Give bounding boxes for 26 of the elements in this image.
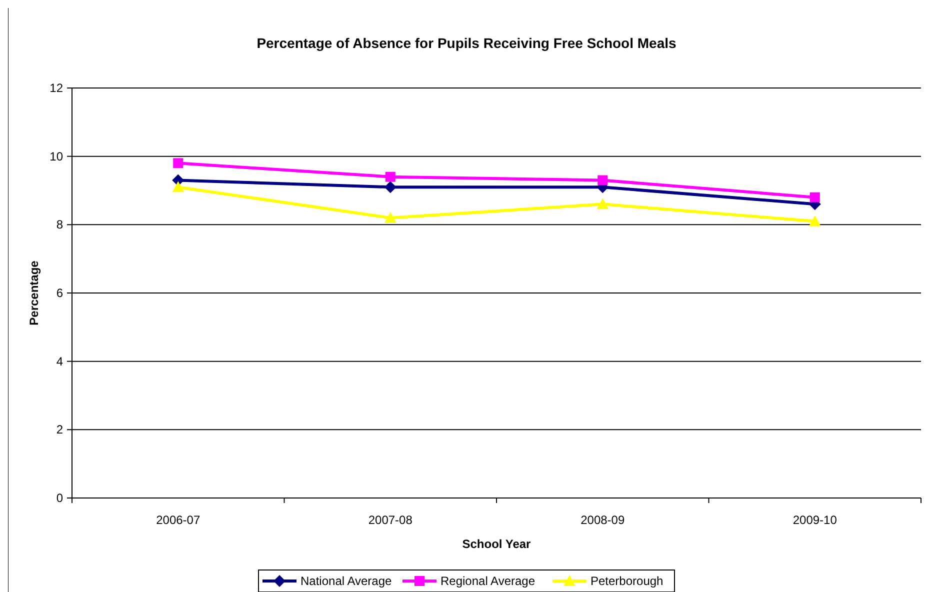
x-tick-label: 2009-10 bbox=[792, 513, 838, 527]
point bbox=[596, 198, 609, 210]
x-tick-label: 2006-07 bbox=[156, 513, 200, 527]
x-axis-title: School Year bbox=[462, 537, 532, 551]
chart-title: Percentage of Absence for Pupils Receiving Free School Meals bbox=[256, 35, 677, 51]
legend-label: Regional Average bbox=[440, 574, 536, 588]
y-tick-label: 4 bbox=[56, 354, 64, 368]
point bbox=[385, 172, 396, 182]
point bbox=[598, 175, 608, 186]
y-tick-label: 12 bbox=[50, 81, 64, 95]
y-axis-title: Percentage bbox=[27, 260, 41, 326]
point bbox=[810, 192, 820, 202]
y-tick-label: 10 bbox=[50, 149, 64, 164]
legend-label: National Average bbox=[300, 574, 392, 588]
y-tick-label: 2 bbox=[56, 422, 64, 437]
point bbox=[808, 215, 821, 226]
y-tick-label: 0 bbox=[56, 491, 64, 505]
point bbox=[173, 158, 184, 168]
legend-label: Peterborough bbox=[590, 574, 664, 588]
point bbox=[172, 181, 184, 192]
y-tick-label: 6 bbox=[56, 286, 64, 300]
y-tick-label: 8 bbox=[56, 218, 64, 232]
x-tick-label: 2007-08 bbox=[368, 513, 413, 527]
point bbox=[384, 212, 396, 223]
x-tick-label: 2008-09 bbox=[580, 513, 625, 527]
point bbox=[384, 181, 396, 194]
